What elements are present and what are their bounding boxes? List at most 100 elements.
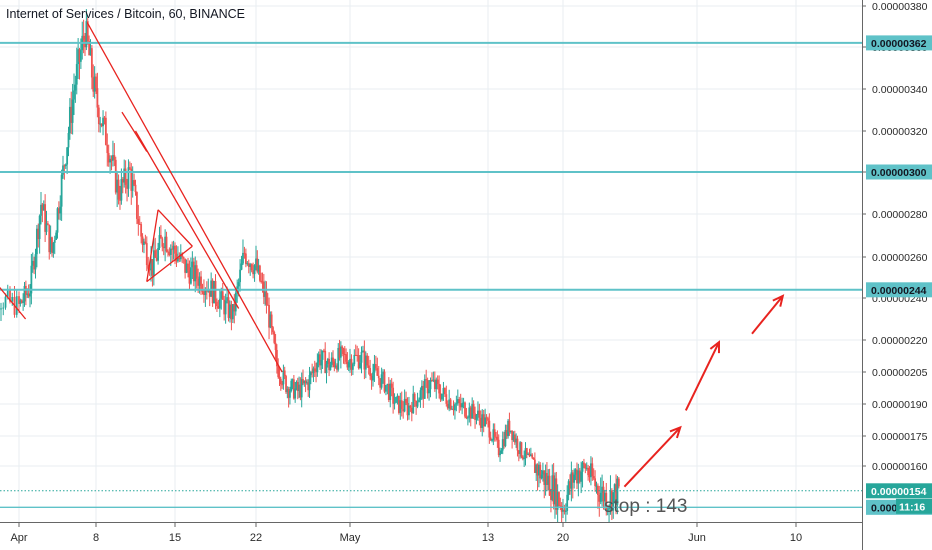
candle-body bbox=[113, 155, 116, 160]
candle-body bbox=[393, 402, 396, 404]
candle-body bbox=[392, 387, 395, 404]
candle-body bbox=[159, 235, 162, 239]
candle-body bbox=[386, 383, 389, 386]
price-axis[interactable]: 0.000003800.000003600.000003400.00000320… bbox=[862, 0, 932, 550]
candle-body bbox=[584, 464, 587, 469]
candle-body bbox=[496, 436, 499, 440]
candle-body bbox=[250, 264, 253, 271]
candle-body bbox=[418, 399, 420, 403]
candle-body bbox=[533, 459, 536, 473]
candle-body bbox=[596, 485, 599, 496]
candle-body bbox=[158, 235, 161, 249]
candle-body bbox=[341, 346, 344, 349]
candle-body bbox=[56, 208, 59, 233]
candle-body bbox=[223, 299, 226, 315]
candle-body bbox=[539, 464, 542, 479]
candle-body bbox=[342, 348, 345, 355]
candle-body bbox=[124, 168, 127, 185]
candle-body bbox=[227, 297, 230, 318]
chart-grid bbox=[0, 0, 862, 522]
candle-body bbox=[190, 267, 192, 284]
candle-body bbox=[580, 471, 583, 482]
candle-body bbox=[313, 368, 316, 372]
candle-body bbox=[590, 463, 592, 478]
candle-body bbox=[30, 265, 33, 294]
candle-body bbox=[273, 332, 276, 343]
candle-body bbox=[178, 258, 181, 260]
candle-body bbox=[89, 48, 92, 56]
candle-body bbox=[110, 158, 113, 161]
candle-body bbox=[499, 453, 501, 456]
candle-body bbox=[119, 199, 121, 201]
forecast-arrows bbox=[623, 294, 785, 488]
candle-body bbox=[33, 260, 36, 270]
price-tick-label: 0.00000220 bbox=[872, 335, 928, 347]
candle-body bbox=[45, 223, 48, 232]
price-tick-label: 0.00000380 bbox=[872, 1, 928, 13]
candle-body bbox=[321, 350, 324, 360]
candle-body bbox=[41, 204, 44, 211]
candle-body bbox=[379, 378, 382, 388]
time-tick-label: Jun bbox=[688, 532, 706, 544]
candle-body bbox=[501, 439, 504, 451]
candle-body bbox=[326, 358, 329, 365]
candle-body bbox=[85, 21, 88, 48]
candle-body bbox=[268, 305, 270, 328]
candle-body bbox=[563, 509, 566, 512]
candle-body bbox=[405, 398, 407, 403]
candle-body bbox=[576, 469, 578, 484]
candle-body bbox=[86, 21, 89, 42]
candle-body bbox=[64, 164, 67, 167]
candle-body bbox=[204, 290, 207, 295]
candle-body bbox=[525, 448, 528, 455]
candle-body bbox=[109, 158, 112, 163]
candle-body bbox=[279, 378, 282, 385]
candle-body bbox=[136, 192, 138, 219]
candle-body bbox=[528, 453, 531, 457]
candle-body bbox=[315, 371, 317, 373]
candle-body bbox=[536, 464, 539, 476]
candle-body bbox=[145, 243, 148, 266]
candle-body bbox=[337, 347, 340, 370]
candle-body bbox=[240, 263, 243, 270]
candle-body bbox=[217, 306, 220, 309]
candle-body bbox=[46, 223, 49, 225]
candle-body bbox=[410, 407, 413, 414]
candle-body bbox=[154, 250, 157, 258]
candle-body bbox=[535, 464, 538, 473]
candle-body bbox=[121, 179, 124, 183]
candle-body bbox=[73, 90, 75, 100]
time-axis[interactable]: Apr 8 15 22 May 13 20 Jun 10 bbox=[0, 522, 862, 550]
trendline bbox=[121, 111, 148, 152]
candle-body bbox=[295, 382, 298, 389]
candle-body bbox=[455, 403, 458, 405]
candle-body bbox=[130, 168, 133, 191]
candle-body bbox=[308, 375, 311, 391]
candle-body bbox=[609, 490, 612, 507]
candle-body bbox=[500, 450, 503, 454]
candle-body bbox=[168, 251, 171, 255]
candle-body bbox=[27, 293, 30, 297]
candle-body bbox=[172, 245, 175, 250]
candle-body bbox=[425, 379, 428, 381]
candle-body bbox=[529, 454, 532, 457]
candle-body bbox=[176, 258, 179, 262]
candle-body bbox=[230, 304, 233, 320]
candle-body bbox=[191, 261, 194, 268]
candle-body bbox=[433, 379, 436, 390]
candle-body bbox=[339, 346, 342, 358]
candle-body bbox=[75, 64, 78, 85]
candle-body bbox=[79, 50, 82, 62]
candle-body bbox=[203, 291, 205, 295]
candle-body bbox=[249, 264, 252, 267]
candle-body bbox=[15, 296, 18, 315]
arrow-head bbox=[669, 425, 682, 439]
candle-body bbox=[44, 204, 47, 232]
candle-body bbox=[247, 263, 250, 267]
candle-body bbox=[137, 218, 140, 224]
candle-body bbox=[560, 506, 563, 512]
candle-body bbox=[332, 357, 334, 362]
candle-body bbox=[559, 505, 562, 507]
candle-body bbox=[260, 280, 263, 282]
